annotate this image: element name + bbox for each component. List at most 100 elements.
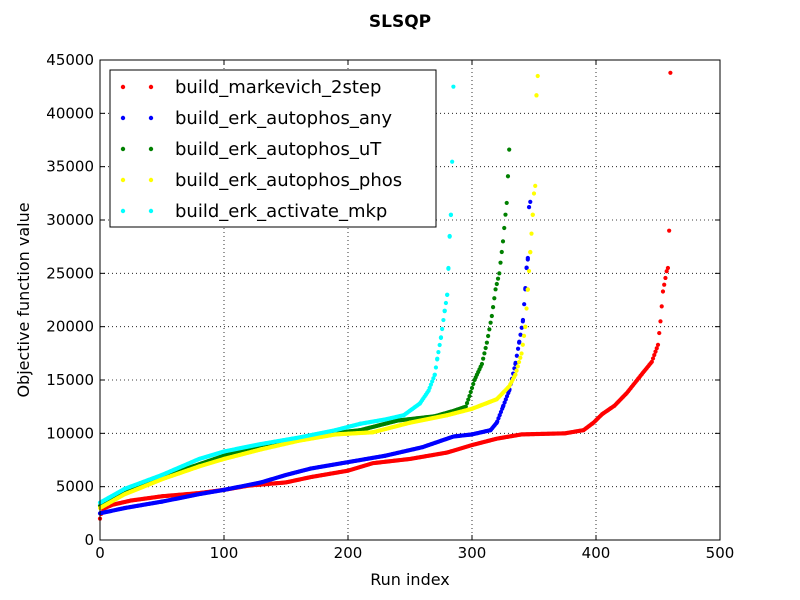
data-point [401,413,406,418]
y-tick-label: 35000 [46,158,94,176]
data-point [502,400,507,405]
data-point [487,327,492,332]
data-point [426,388,431,393]
legend-label: build_erk_autophos_phos [175,170,402,191]
data-point [433,365,439,370]
legend-marker [148,146,154,152]
data-point [497,271,502,276]
data-point [481,356,486,361]
legend-marker [148,208,154,214]
data-point [431,376,436,381]
data-point [221,487,227,492]
data-point [159,499,165,504]
chart-title: SLSQP [369,12,431,32]
data-point [518,355,523,360]
legend-marker [120,146,126,152]
data-point [463,404,468,409]
data-point [516,359,522,365]
legend: build_markevich_2step build_erk_autophos_… [109,69,437,228]
data-point [657,330,662,336]
data-point [383,417,388,422]
data-point [503,397,508,402]
data-point [430,379,435,384]
legend-item: build_erk_autophos_phos [120,170,402,191]
axis-ticks: 0 100 200 300 400 500050001000015000200002500… [46,51,734,562]
data-point [522,302,527,307]
legend-item: build_erk_autophos_any [120,108,392,129]
data-point [660,289,666,294]
legend-box [109,69,437,228]
data-point [428,382,434,387]
plot-frame [99,59,721,541]
data-point [494,397,499,402]
data-point [521,333,527,338]
data-point [502,225,507,231]
data-point [533,183,538,189]
data-point [658,319,663,324]
data-point [498,409,504,415]
x-tick-label: 400 [582,544,611,562]
data-point [383,453,388,458]
data-point [370,430,375,435]
data-point [653,349,658,354]
data-point [448,212,454,217]
data-point [438,335,444,340]
y-tick-label: 20000 [46,318,94,336]
data-point [526,268,532,274]
data-point [436,350,441,355]
data-point [523,324,528,329]
data-point [514,353,519,358]
data-point [505,174,511,179]
data-point [443,300,449,306]
data-point [432,372,437,377]
data-point [358,421,363,426]
legend-marker [148,115,154,121]
data-point [159,472,165,478]
data-point [528,249,533,255]
data-point [484,340,489,345]
data-point [519,351,524,356]
legend-label: build_markevich_2step [175,77,381,98]
data-point [442,308,447,313]
data-point [333,428,338,433]
data-point [500,404,506,409]
legend-marker [120,177,126,183]
data-point [407,420,413,425]
data-point [525,257,530,262]
data-points [97,70,673,521]
data-point [492,296,497,301]
data-point [520,342,525,347]
y-tick-label: 10000 [46,424,94,442]
data-point [469,385,475,391]
x-axis-label: Run index [370,570,450,589]
data-point [493,287,498,292]
x-tick-label: 0 [95,544,105,562]
data-point [663,275,668,281]
x-tick-label: 100 [210,544,239,562]
y-tick-label: 30000 [46,211,94,229]
data-point [259,480,264,485]
data-point [197,456,202,462]
legend-label: build_erk_autophos_any [175,108,392,129]
data-point [650,356,656,361]
data-point [515,364,520,369]
data-point [503,212,508,217]
data-point [333,432,338,437]
data-point [197,464,202,469]
data-point [525,287,530,292]
y-tick-label: 0 [84,531,94,549]
data-point [451,84,456,89]
data-point [447,233,452,239]
series-build_erk_autophos_phos [97,73,540,511]
data-point [498,260,503,265]
x-tick-label: 300 [458,544,487,562]
data-point [530,212,535,217]
data-point [504,200,509,206]
data-point [668,70,673,75]
data-point [467,393,472,399]
y-tick-label: 45000 [46,51,94,69]
data-point [440,326,445,332]
data-point [488,428,493,433]
data-point [446,265,451,271]
